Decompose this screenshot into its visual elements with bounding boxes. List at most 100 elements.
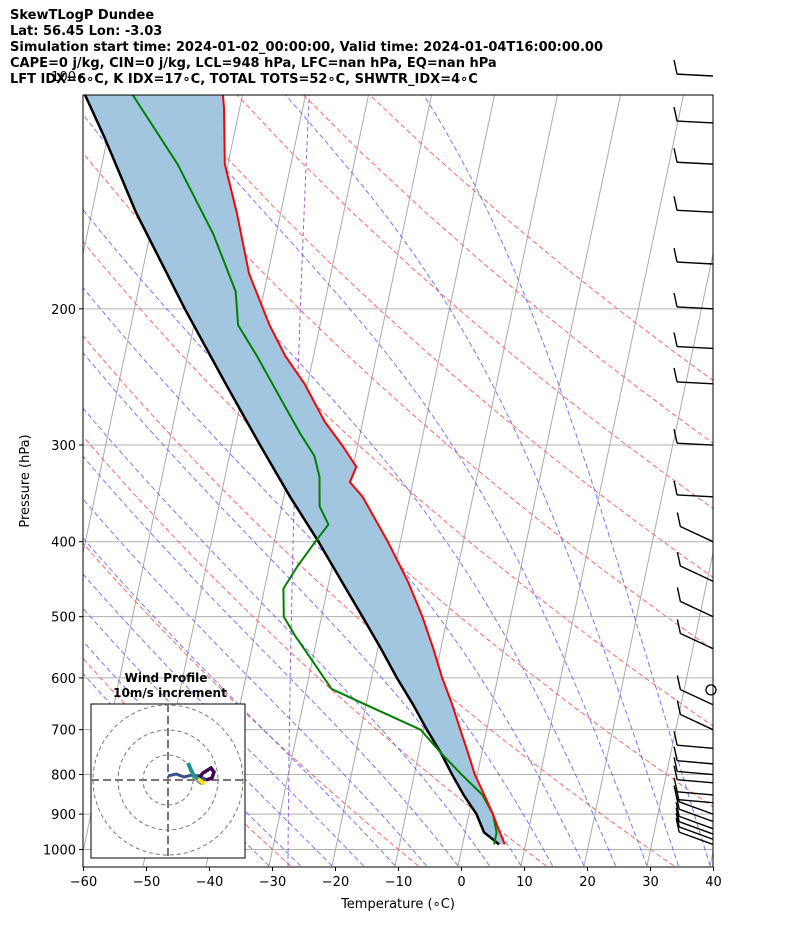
- wind-barb: [673, 765, 714, 784]
- barb-shaft: [678, 826, 714, 840]
- y-tick-label: 200: [51, 303, 76, 318]
- wind-barbs: [673, 59, 717, 846]
- cape-shading: [85, 95, 505, 845]
- barb-flag: [673, 777, 678, 792]
- dewpoint-profile: [131, 95, 498, 845]
- barb-flag: [673, 59, 678, 75]
- barb-shaft: [677, 381, 714, 385]
- barb-shaft: [677, 161, 714, 165]
- wind-barb: [676, 700, 714, 731]
- barb-flag: [673, 292, 678, 308]
- isotherm: [520, 95, 685, 866]
- moist-adiabat: [423, 95, 711, 867]
- y-axis-label: Pressure (hPa): [18, 434, 33, 527]
- barb-shaft: [678, 821, 714, 835]
- wind-barb: [673, 429, 714, 446]
- barb-shaft: [678, 815, 714, 830]
- wind-barb: [673, 785, 714, 804]
- barb-flag: [676, 587, 682, 602]
- barb-flag: [675, 807, 680, 822]
- barb-shaft: [678, 831, 714, 846]
- wind-barb: [673, 148, 714, 165]
- dry-adiabat: [103, 95, 713, 651]
- parcel-profile: [83, 95, 500, 846]
- y-axis: 1000 900 800 700 600 500 400 300 200 100: [43, 70, 83, 859]
- barb-flag: [673, 480, 678, 496]
- inset-title: Wind Profile: [125, 671, 208, 685]
- wind-barb: [673, 746, 714, 765]
- x-axis-label: Temperature (∘C): [340, 897, 455, 912]
- inset-subtitle: 10m/s increment: [113, 686, 227, 700]
- barb-shaft: [677, 442, 714, 446]
- moist-adiabat: [284, 95, 679, 867]
- x-tick-label: −60: [70, 875, 97, 890]
- barb-flag: [675, 812, 680, 828]
- moist-adiabat: [83, 113, 616, 867]
- x-tick-label: 10: [516, 875, 533, 890]
- dry-adiabat: [236, 95, 713, 510]
- hodograph-trace: [186, 762, 200, 781]
- profiles: [83, 95, 506, 846]
- barb-shaft: [678, 801, 714, 815]
- x-tick-label: −50: [133, 875, 160, 890]
- barb-flag: [673, 196, 678, 211]
- y-tick-label: 1000: [43, 844, 76, 859]
- barb-flag: [673, 785, 678, 800]
- barb-flag: [676, 675, 682, 690]
- isotherm: [709, 849, 713, 866]
- time-line: Simulation start time: 2024-01-02_00:00:…: [10, 40, 603, 55]
- y-tick-label: 500: [51, 611, 76, 626]
- x-tick-label: −30: [259, 875, 286, 890]
- barb-flag: [676, 512, 682, 527]
- wind-barb: [673, 731, 714, 750]
- wind-barb: [673, 367, 714, 385]
- wind-barb: [675, 812, 714, 840]
- barb-flag: [673, 757, 678, 772]
- barb-shaft: [677, 345, 714, 350]
- wind-barb: [673, 292, 714, 310]
- isotherm: [773, 76, 794, 866]
- isotherm: [457, 95, 622, 866]
- calm-circle: [705, 684, 717, 696]
- moist-adiabat: [83, 498, 427, 867]
- y-tick-label: 400: [51, 536, 76, 551]
- barb-flag: [673, 106, 678, 122]
- barb-shaft: [677, 261, 714, 265]
- cape-region: [85, 95, 505, 845]
- isotherm: [83, 95, 118, 257]
- barb-shaft: [680, 600, 714, 618]
- barb-flag: [673, 367, 678, 383]
- indices-line-2: LFT IDX=6∘C, K IDX=17∘C, TOTAL TOTS=52∘C…: [10, 72, 478, 87]
- wind-barb: [673, 480, 714, 498]
- temperature-profile: [221, 95, 506, 845]
- barb-shaft: [680, 688, 714, 706]
- moist-adiabat: [83, 455, 459, 867]
- y-tick-label: 600: [51, 672, 76, 687]
- barb-shaft: [680, 713, 714, 731]
- moist-adiabat: [83, 607, 333, 867]
- wind-barb: [676, 675, 714, 706]
- moist-adiabat: [83, 407, 490, 867]
- dry-adiabat: [302, 95, 713, 444]
- wind-barb: [673, 59, 714, 77]
- y-tick-label: 900: [51, 808, 76, 823]
- x-tick-label: −10: [385, 875, 412, 890]
- x-axis: −60 −50 −40 −30 −20 −10 0 10 20 30 40: [70, 867, 722, 890]
- barb-shaft: [677, 120, 714, 124]
- wind-barb: [673, 196, 714, 213]
- x-tick-label: −20: [322, 875, 349, 890]
- barb-shaft: [677, 770, 714, 776]
- wind-profile-inset: Wind Profile 10m/s increment: [90, 671, 246, 859]
- wind-barb: [676, 587, 714, 618]
- wind-barb: [673, 247, 714, 265]
- isotherm: [646, 550, 713, 866]
- barb-shaft: [680, 525, 714, 543]
- barb-flag: [675, 817, 680, 833]
- barb-shaft: [677, 791, 714, 796]
- y-tick-label: 100: [51, 70, 76, 85]
- x-tick-label: −40: [196, 875, 223, 890]
- hodograph-trace: [196, 777, 207, 786]
- barb-flag: [673, 731, 678, 746]
- wind-barb: [673, 777, 714, 796]
- x-tick-label: 20: [579, 875, 596, 890]
